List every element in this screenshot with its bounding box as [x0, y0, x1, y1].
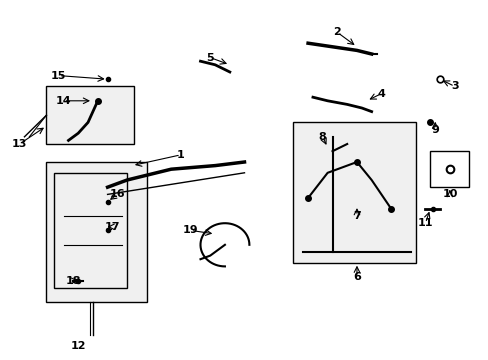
Text: 10: 10: [441, 189, 457, 199]
Text: 13: 13: [12, 139, 27, 149]
Text: 6: 6: [352, 272, 360, 282]
Text: 7: 7: [352, 211, 360, 221]
Text: 12: 12: [70, 341, 86, 351]
Text: 14: 14: [56, 96, 71, 106]
Text: 17: 17: [104, 222, 120, 232]
Text: 11: 11: [417, 218, 432, 228]
Text: 8: 8: [318, 132, 326, 142]
Text: 15: 15: [51, 71, 66, 81]
Bar: [293, 122, 415, 263]
Text: 3: 3: [450, 81, 458, 91]
Text: 18: 18: [65, 276, 81, 286]
Text: 9: 9: [430, 125, 438, 135]
Text: 4: 4: [377, 89, 385, 99]
Bar: [46, 86, 134, 144]
Text: 16: 16: [109, 189, 125, 199]
Text: 2: 2: [333, 27, 341, 37]
Text: 1: 1: [177, 150, 184, 160]
Bar: [46, 162, 146, 302]
Text: 19: 19: [183, 225, 198, 235]
Text: 5: 5: [206, 53, 214, 63]
